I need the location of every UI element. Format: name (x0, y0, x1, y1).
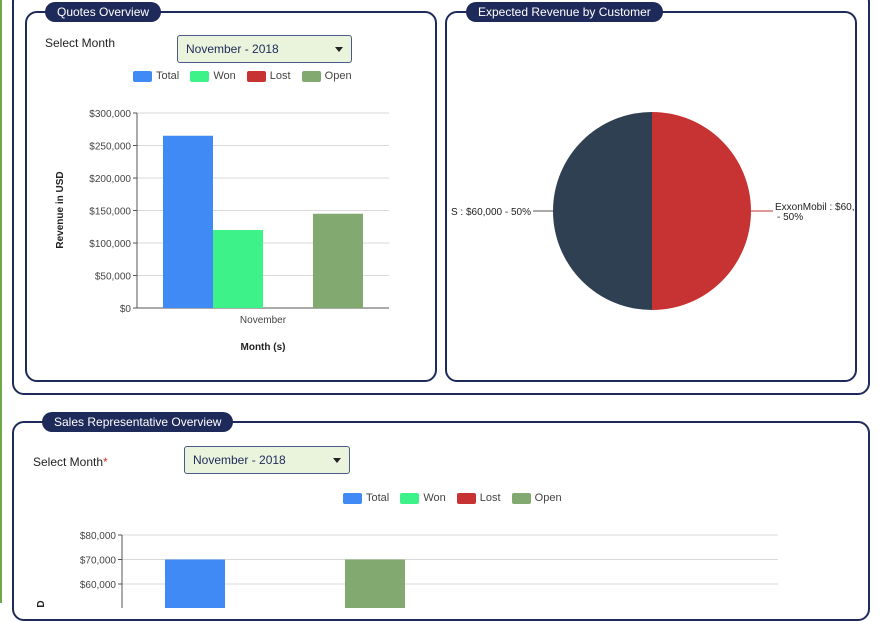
sales-selected-month-value: November - 2018 (193, 453, 286, 467)
bar-won (213, 230, 263, 308)
legend-item-open[interactable]: Open (511, 492, 562, 505)
chevron-down-icon (335, 47, 343, 52)
sales-rep-panel: Select Month* November - 2018 Total Won … (12, 421, 870, 621)
left-accent-bar (0, 0, 2, 603)
y-axis-title: Revenue in USD (55, 171, 66, 248)
y-tick-label: $60,000 (80, 580, 117, 591)
y-tick-label: $100,000 (89, 239, 131, 250)
expected-revenue-title: Expected Revenue by Customer (466, 2, 663, 22)
legend-label-lost: Lost (479, 492, 501, 505)
y-tick-label: $80,000 (80, 531, 117, 542)
sales-legend: Total Won Lost Open (343, 492, 570, 504)
legend-label-open: Open (534, 492, 562, 505)
sales-rep-title: Sales Representative Overview (42, 412, 234, 432)
quotes-overview-title: Quotes Overview (45, 2, 162, 22)
legend-item-total[interactable]: Total (343, 492, 389, 504)
x-tick-label: November (240, 315, 287, 326)
y-tick-label: $250,000 (89, 142, 131, 153)
bar-open (313, 213, 363, 308)
revenue-pie-chart: S : $60,000 - 50% ExxonMobil : $60,- 50% (451, 112, 855, 310)
y-axis-title: D (36, 600, 47, 607)
pie-label-right-2: - 50% (777, 212, 803, 223)
legend-item-lost[interactable]: Lost (246, 70, 291, 83)
legend-label-open: Open (324, 70, 352, 83)
legend-swatch-lost (246, 70, 266, 82)
legend-item-lost[interactable]: Lost (456, 492, 501, 505)
legend-label-lost: Lost (269, 70, 291, 83)
required-marker: * (103, 455, 108, 469)
legend-swatch-total (133, 70, 152, 82)
bar-total (165, 559, 225, 608)
chevron-down-icon (333, 458, 341, 463)
legend-swatch-open (511, 492, 531, 504)
legend-swatch-lost (456, 492, 476, 504)
legend-item-open[interactable]: Open (301, 70, 352, 83)
selected-month-value: November - 2018 (186, 42, 279, 56)
pie-label-right: ExxonMobil : $60, (775, 202, 855, 213)
legend-label-total: Total (366, 492, 390, 505)
expected-revenue-panel: S : $60,000 - 50% ExxonMobil : $60, - 50% (445, 11, 857, 382)
month-select[interactable]: November - 2018 (177, 35, 352, 63)
legend-swatch-won (400, 492, 420, 504)
select-month-label: Select Month (45, 36, 116, 50)
y-tick-label: $50,000 (95, 272, 132, 283)
top-section-container (12, 0, 870, 395)
legend-label-won: Won (213, 70, 236, 83)
legend-swatch-total (343, 492, 362, 504)
pie-slice-0 (553, 112, 652, 310)
y-tick-label: $150,000 (89, 207, 131, 218)
bar-total (163, 135, 213, 308)
sales-select-month-label: Select Month* (33, 455, 108, 469)
legend-label-total: Total (156, 70, 180, 83)
legend-label-won: Won (423, 492, 446, 505)
y-tick-label: $70,000 (80, 556, 117, 567)
legend-swatch-open (301, 70, 321, 82)
sales-select-month-text: Select Month (33, 455, 104, 469)
legend-item-won[interactable]: Won (190, 70, 236, 83)
y-tick-label: $0 (120, 304, 132, 315)
legend-item-won[interactable]: Won (400, 492, 446, 505)
legend-item-total[interactable]: Total (133, 70, 179, 82)
pie-label-left: S : $60,000 - 50% (451, 207, 531, 218)
quotes-bar-chart: $0 $50,000 $100,000 $150,000 $200,000 $250,00… (55, 109, 389, 353)
sales-month-select[interactable]: November - 2018 (184, 446, 350, 474)
y-tick-label: $300,000 (89, 109, 131, 120)
y-tick-label: $200,000 (89, 174, 131, 185)
bar-open (345, 559, 405, 608)
pie-slice-1 (652, 112, 751, 310)
quotes-legend: Total Won Lost Open (133, 70, 360, 82)
sales-bar-chart: $60,000 $70,000 $80,000 D (36, 531, 778, 608)
legend-swatch-won (190, 70, 210, 82)
x-axis-title: Month (s) (241, 342, 286, 353)
quotes-overview-panel: Select Month November - 2018 Total Won L… (25, 11, 437, 382)
